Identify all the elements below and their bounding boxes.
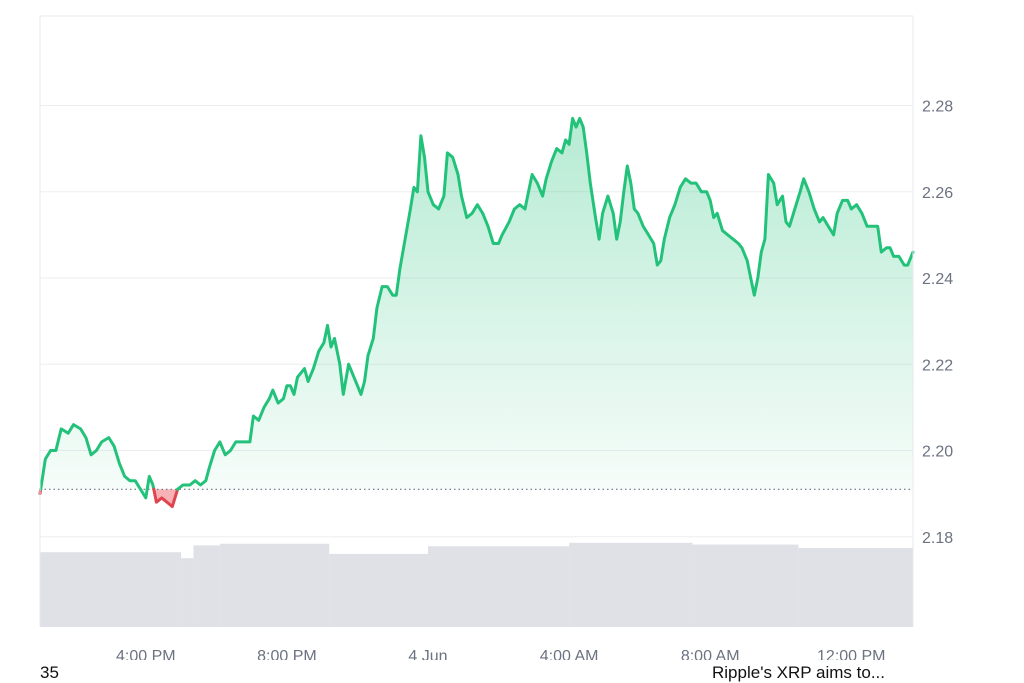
y-tick-label: 2.22 <box>922 357 953 374</box>
x-axis-ticks: 4:00 PM 8:00 PM 4 Jun 4:00 AM 8:00 AM 12:00 P… <box>116 648 885 660</box>
y-tick-label: 2.18 <box>922 530 953 547</box>
footer-headline-link[interactable]: Ripple's XRP aims to... <box>712 663 885 682</box>
chart-frame <box>39 15 914 627</box>
x-tick-label: 8:00 AM <box>681 648 740 660</box>
area-fill-up <box>40 424 148 498</box>
x-tick-label: 4:00 AM <box>540 648 599 660</box>
price-line-up <box>176 116 915 491</box>
price-line-up <box>145 474 156 491</box>
volume-bar <box>193 545 220 627</box>
x-tick-label: 8:00 PM <box>257 648 317 660</box>
volume-bars <box>40 542 913 627</box>
x-tick-label: 4 Jun <box>408 648 447 660</box>
volume-bar <box>798 547 913 627</box>
area-fills <box>40 118 914 507</box>
volume-bar <box>569 542 693 627</box>
footer-count: 35 <box>40 663 59 682</box>
y-tick-label: 2.28 <box>922 99 953 116</box>
volume-bar <box>181 558 194 627</box>
x-tick-label: 4:00 PM <box>116 648 176 660</box>
price-line-up <box>39 423 149 500</box>
price-chart: 2.182.202.222.242.262.28 4:00 PM 8:00 PM 4… <box>38 15 953 660</box>
volume-bar <box>329 553 428 627</box>
price-line-down <box>152 487 180 509</box>
y-axis-ticks: 2.18 2.20 2.22 2.24 2.26 2.28 <box>922 99 953 547</box>
volume-bar <box>219 543 330 627</box>
volume-bar <box>428 546 570 627</box>
volume-bar <box>692 544 799 627</box>
price-lines <box>38 116 915 509</box>
y-tick-label: 2.26 <box>922 185 953 202</box>
volume-bar <box>40 552 182 627</box>
area-fill-down <box>153 489 178 507</box>
area-fill-up <box>177 118 914 490</box>
y-tick-label: 2.20 <box>922 444 953 461</box>
y-tick-label: 2.24 <box>922 271 953 288</box>
x-tick-label: 12:00 PM <box>817 648 885 660</box>
